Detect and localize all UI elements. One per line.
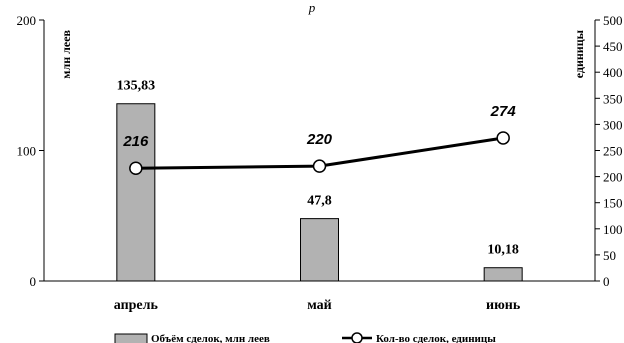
- y-tick-label-right: 300: [603, 117, 623, 132]
- bar-value-label: 10,18: [487, 243, 519, 258]
- y-tick-label-right: 500: [603, 13, 623, 28]
- category-label: апрель: [114, 298, 159, 313]
- bar-series: 135,83 47,8 10,18: [116, 79, 523, 282]
- line-point: [496, 131, 510, 145]
- y-tick-label-left: 0: [30, 274, 37, 289]
- legend-bar-label: Объём сделок, млн леев: [151, 333, 270, 343]
- bar: [116, 103, 156, 282]
- legend: Объём сделок, млн леев Кол-во сделок, ед…: [114, 332, 496, 343]
- line-point: [312, 159, 327, 173]
- line-value-label: 220: [306, 131, 333, 148]
- line-point: [129, 161, 143, 175]
- legend-bar-swatch: [114, 333, 148, 343]
- y-tick-label-left: 100: [17, 144, 37, 159]
- y-axis-label-right: единицы: [572, 29, 586, 78]
- bar-value-label: 135,83: [117, 79, 156, 94]
- y-tick-label-right: 100: [603, 222, 623, 237]
- y-tick-label-right: 450: [603, 39, 623, 54]
- category-label: май: [307, 298, 332, 313]
- line-value-label: 274: [490, 103, 517, 120]
- legend-line-marker: [351, 332, 363, 343]
- y-tick-label-right: 0: [603, 274, 610, 289]
- category-labels: апрель май июнь: [114, 298, 521, 313]
- y-tick-label-left: 200: [17, 13, 37, 28]
- bar: [300, 218, 339, 282]
- legend-line-label: Кол-во сделок, единицы: [376, 333, 496, 343]
- y-tick-label-right: 200: [603, 170, 623, 185]
- category-label: июнь: [486, 298, 521, 313]
- y-tick-label-right: 150: [603, 196, 623, 211]
- bar-value-label: 47,8: [307, 194, 332, 209]
- line-value-label: 216: [122, 133, 149, 150]
- y-tick-label-right: 400: [603, 65, 623, 80]
- line-series: 216 220 274: [122, 103, 517, 175]
- y-tick-label-right: 50: [603, 248, 616, 263]
- chart-title: р: [308, 0, 316, 15]
- bar: [483, 267, 523, 282]
- y-tick-label-right: 250: [603, 144, 623, 159]
- y-axis-label-left: млн леев: [59, 29, 73, 78]
- y-tick-label-right: 350: [603, 91, 623, 106]
